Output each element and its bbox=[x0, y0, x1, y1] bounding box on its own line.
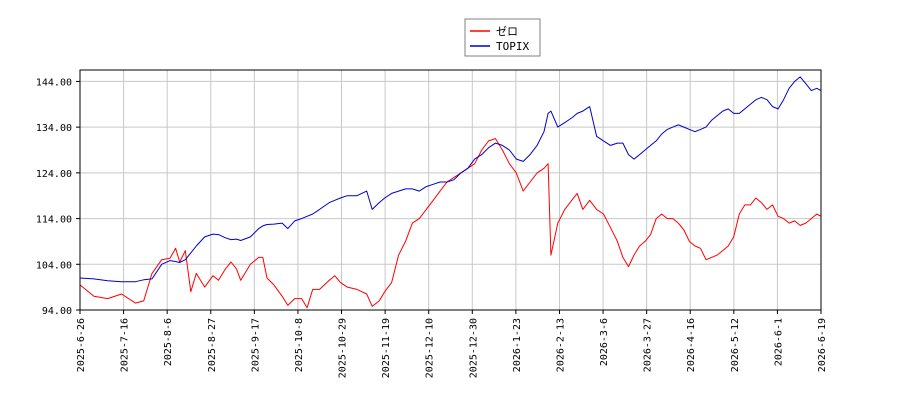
x-tick-label: 2026-2-13 bbox=[555, 318, 566, 372]
x-axis-ticks: 2025-6-26 2025-7-16 2025-8-6 2025-8-27 2025-… bbox=[76, 310, 828, 378]
x-tick-label: 2026-6-19 bbox=[817, 318, 828, 372]
x-tick-label: 2025-10-29 bbox=[338, 318, 349, 378]
y-tick-label: 94.00 bbox=[42, 306, 72, 317]
series-lines bbox=[79, 76, 822, 309]
x-tick-label: 2025-8-6 bbox=[163, 318, 174, 366]
x-tick-label: 2026-1-23 bbox=[512, 318, 523, 372]
x-tick-label: 2026-6-1 bbox=[773, 318, 784, 366]
x-tick-label: 2026-3-6 bbox=[599, 318, 610, 366]
x-tick-label: 2025-7-16 bbox=[120, 318, 131, 372]
legend-label-series-0: ゼロ bbox=[496, 25, 518, 38]
x-tick-label: 2025-11-19 bbox=[381, 318, 392, 378]
y-tick-label: 124.00 bbox=[36, 169, 72, 180]
y-tick-label: 134.00 bbox=[36, 123, 72, 134]
series-line-1 bbox=[79, 76, 822, 283]
legend-box bbox=[464, 18, 541, 57]
x-tick-label: 2025-12-30 bbox=[468, 318, 479, 378]
x-tick-label: 2025-9-17 bbox=[250, 318, 261, 372]
x-tick-label: 2026-3-27 bbox=[643, 318, 654, 372]
x-tick-label: 2026-5-12 bbox=[730, 318, 741, 372]
x-tick-label: 2025-12-10 bbox=[425, 318, 436, 378]
grid-lines bbox=[79, 70, 822, 311]
legend-label-series-1: TOPIX bbox=[496, 40, 529, 53]
y-axis-ticks: 94.00 104.00 114.00 124.00 134.00 144.00 bbox=[36, 77, 80, 317]
y-tick-label: 104.00 bbox=[36, 260, 72, 271]
y-tick-label: 114.00 bbox=[36, 215, 72, 226]
x-tick-label: 2025-10-8 bbox=[294, 318, 305, 372]
y-tick-label: 144.00 bbox=[36, 77, 72, 88]
plot-frame bbox=[79, 69, 822, 311]
x-tick-label: 2026-4-16 bbox=[686, 318, 697, 372]
series-line-0 bbox=[79, 138, 822, 309]
legend: ゼロ TOPIX bbox=[464, 18, 541, 57]
x-tick-label: 2025-8-27 bbox=[207, 318, 218, 372]
x-tick-label: 2025-6-26 bbox=[76, 318, 87, 372]
